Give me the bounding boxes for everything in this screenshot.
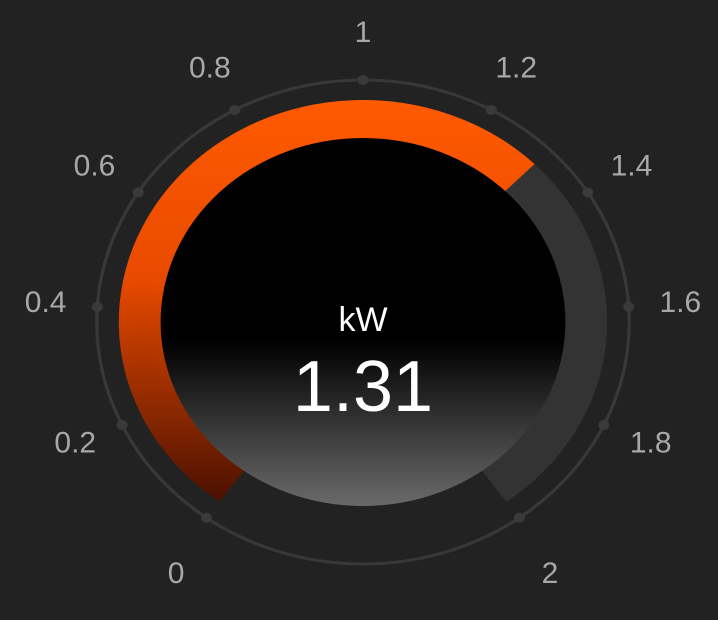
value-label: 1.31	[293, 347, 433, 427]
tick-label: 1	[355, 16, 372, 49]
tick-label: 2	[542, 557, 559, 590]
tick-dot	[132, 187, 144, 198]
tick-dot	[598, 420, 610, 431]
tick-dot	[513, 512, 525, 523]
unit-label: kW	[338, 301, 387, 339]
tick-label: 1.2	[495, 52, 537, 85]
tick-dot	[485, 104, 497, 115]
tick-dot	[116, 420, 128, 431]
tick-label: 1.4	[611, 150, 653, 183]
tick-label: 0	[168, 557, 185, 590]
value-arc	[118, 99, 535, 502]
tick-dot	[229, 104, 241, 115]
tick-dot	[357, 75, 369, 85]
tick-dot	[582, 187, 594, 198]
tick-dot	[623, 301, 635, 312]
tick-dot	[91, 301, 103, 312]
center-disc	[160, 138, 566, 506]
tick-dot	[201, 512, 213, 523]
tick-label: 0.6	[74, 150, 116, 183]
labels: kW 1.31 0 0.2 0.4 0.6 0.8 1 1.2 1.4 1.6 1.8 2	[25, 16, 701, 590]
tick-label: 1.8	[630, 427, 672, 460]
tick-label: 0.8	[189, 52, 231, 85]
tick-label: 1.6	[660, 286, 702, 319]
tick-label: 0.2	[54, 427, 96, 460]
dial	[91, 75, 635, 566]
tick-label: 0.4	[25, 286, 67, 319]
